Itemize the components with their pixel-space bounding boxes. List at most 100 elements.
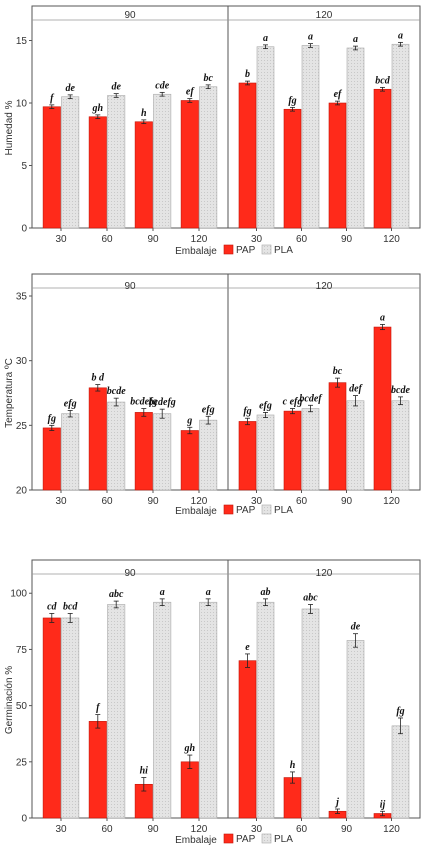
significance-letter: b — [245, 69, 250, 80]
legend-swatch-pap — [223, 244, 234, 255]
bar-pap — [42, 617, 61, 819]
y-tick-label: 0 — [21, 224, 27, 235]
bar-pla — [153, 93, 172, 229]
x-tick-label: 60 — [296, 824, 308, 835]
significance-letter: bcde — [107, 386, 126, 397]
facet-label: 120 — [316, 568, 333, 579]
significance-letter: de — [65, 83, 75, 94]
y-tick-label: 25 — [16, 757, 28, 768]
significance-letter: bcdef — [299, 393, 323, 404]
x-tick-label: 30 — [55, 234, 67, 245]
y-tick-label: 30 — [16, 356, 28, 367]
x-tick-label: 60 — [101, 496, 113, 507]
y-tick-label: 0 — [21, 814, 27, 825]
significance-letter: ef — [334, 89, 343, 100]
x-tick-label: 60 — [101, 234, 113, 245]
significance-letter: a — [206, 587, 211, 598]
x-tick-label: 90 — [341, 234, 353, 245]
significance-letter: g — [186, 415, 192, 426]
significance-letter: f — [96, 703, 101, 714]
legend-swatch-pap — [223, 504, 234, 515]
bar-pap — [180, 430, 199, 491]
y-axis-label: Temperatura ºC — [4, 358, 15, 428]
facet-label: 90 — [124, 568, 136, 579]
significance-letter: fg — [288, 95, 296, 106]
significance-letter: efg — [259, 400, 272, 411]
bar-pla — [301, 45, 320, 229]
y-axis-label: Germinación % — [4, 666, 15, 734]
x-axis-label: Embalaje — [175, 835, 217, 846]
significance-letter: a — [398, 30, 403, 41]
legend-label-pap: PAP — [236, 505, 256, 516]
x-tick-label: 90 — [147, 234, 159, 245]
legend-swatch-pap — [223, 833, 234, 844]
legend-label-pla: PLA — [274, 834, 293, 845]
bar-pap — [88, 721, 107, 819]
x-tick-label: 30 — [55, 824, 67, 835]
significance-letter: ef — [186, 87, 195, 98]
significance-letter: c efg — [283, 397, 303, 408]
x-tick-label: 120 — [383, 234, 400, 245]
significance-letter: bc — [203, 73, 213, 84]
significance-letter: bcde — [391, 385, 410, 396]
bar-pap — [42, 106, 61, 229]
legend-label-pap: PAP — [236, 834, 256, 845]
bar-pla — [256, 601, 275, 819]
x-tick-label: 30 — [55, 496, 67, 507]
significance-letter: b d — [92, 373, 106, 384]
significance-letter: abc — [109, 589, 124, 600]
bar-pla — [199, 86, 218, 229]
x-tick-label: 120 — [383, 496, 400, 507]
legend-swatch-pla — [261, 833, 272, 844]
bar-pap — [88, 116, 107, 229]
bar-pla — [107, 604, 126, 819]
significance-letter: fg — [396, 706, 404, 717]
bar-pap — [180, 100, 199, 229]
bar-pap — [238, 660, 257, 819]
x-tick-label: 30 — [251, 824, 263, 835]
facet-label: 120 — [316, 10, 333, 21]
bar-pla — [153, 601, 172, 819]
bar-pla — [107, 95, 126, 229]
significance-letter: hi — [140, 766, 149, 777]
x-tick-label: 30 — [251, 496, 263, 507]
bar-pap — [373, 88, 392, 229]
bar-pap — [328, 382, 347, 491]
significance-letter: a — [263, 33, 268, 44]
bar-pap — [134, 121, 153, 229]
facet-label: 90 — [124, 10, 136, 21]
legend-label-pla: PLA — [274, 245, 293, 256]
significance-letter: fg — [48, 413, 56, 424]
x-tick-label: 120 — [191, 496, 208, 507]
y-tick-label: 35 — [16, 292, 28, 303]
significance-letter: e — [245, 642, 250, 653]
bar-pap — [328, 102, 347, 229]
significance-letter: h — [141, 108, 147, 119]
y-tick-label: 20 — [16, 486, 28, 497]
bar-pla — [391, 400, 410, 491]
facet-label: 90 — [124, 281, 136, 292]
significance-letter: bcd — [63, 601, 78, 612]
y-tick-label: 75 — [16, 645, 28, 656]
bar-pap — [283, 410, 302, 491]
bar-pla — [346, 400, 365, 491]
bar-pla — [199, 601, 218, 819]
significance-letter: de — [351, 622, 361, 633]
y-tick-label: 15 — [16, 36, 28, 47]
x-axis-label: Embalaje — [175, 246, 217, 257]
bar-pap — [88, 387, 107, 491]
bar-pla — [391, 725, 410, 819]
bar-pla — [346, 640, 365, 819]
significance-letter: fg — [243, 406, 251, 417]
y-axis-label: Humedad % — [4, 100, 15, 155]
x-tick-label: 120 — [383, 824, 400, 835]
bar-pap — [134, 412, 153, 491]
x-tick-label: 90 — [341, 824, 353, 835]
bar-pla — [346, 47, 365, 229]
plot-frame — [31, 5, 421, 229]
significance-letter: cde — [155, 80, 169, 91]
x-axis-label: Embalaje — [175, 506, 217, 517]
